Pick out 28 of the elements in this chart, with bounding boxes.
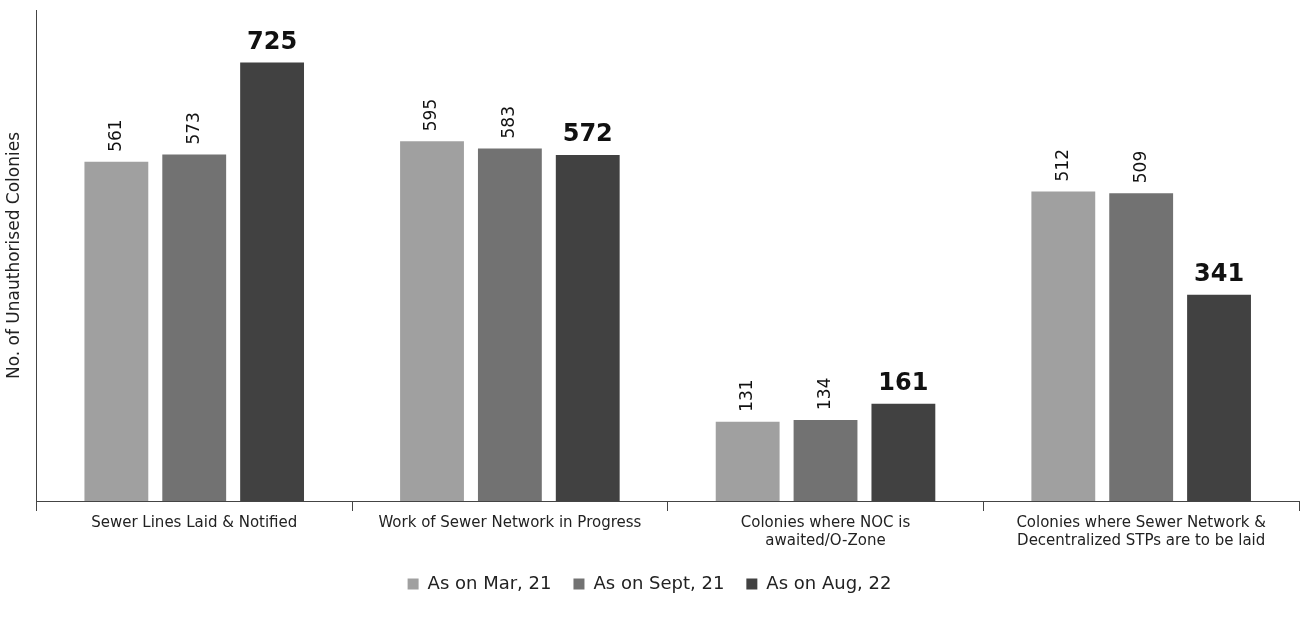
data-label: 595 (420, 98, 441, 132)
bar (1109, 193, 1174, 501)
data-label: 509 (1129, 150, 1150, 184)
legend-label: As on Mar, 21 (427, 571, 552, 593)
bar (793, 419, 858, 501)
data-label: 131 (736, 379, 757, 412)
x-tick-label: Work of Sewer Network in Progress (378, 512, 642, 531)
bar (477, 148, 542, 501)
legend-label: As on Aug, 22 (766, 571, 892, 593)
x-tick-label: Colonies where NOC is awaited/O-Zone (740, 512, 911, 549)
bar (715, 421, 780, 501)
data-label: 561 (104, 119, 125, 152)
data-label: 161 (878, 367, 929, 396)
bar (84, 161, 149, 501)
data-label: 572 (562, 119, 613, 148)
x-tick-label: Sewer Lines Laid & Notified (91, 512, 298, 531)
bar (400, 141, 464, 501)
bar (162, 154, 227, 501)
y-axis-title: No. of Unauthorised Colonies (2, 131, 23, 380)
x-tick-label: Colonies where Sewer Network & Decentralized STPs are to be laid (1016, 512, 1267, 549)
data-label: 512 (1051, 148, 1072, 182)
data-label: 341 (1193, 259, 1245, 288)
data-label: 725 (247, 26, 298, 55)
data-label: 134 (813, 377, 834, 410)
legend-label: As on Sept, 21 (593, 571, 725, 593)
data-label: 583 (498, 106, 519, 139)
data-label: 573 (182, 112, 203, 145)
bar (1031, 191, 1096, 501)
